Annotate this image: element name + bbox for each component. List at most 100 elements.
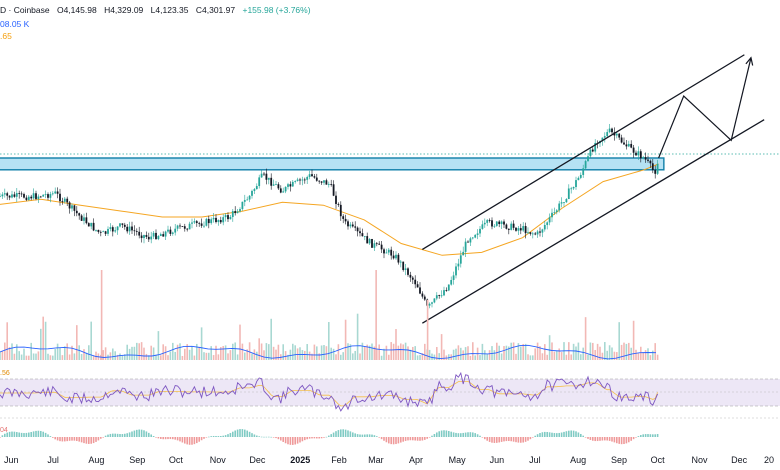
macd-bar [544,431,546,437]
x-tick-label: Dec [731,455,748,465]
volume-bar [152,347,155,360]
macd-bar [546,431,548,437]
macd-bar [280,437,282,441]
volume-bar [628,342,630,360]
volume-bar [604,342,606,360]
macd-bar [361,434,364,437]
macd-bar [56,437,59,441]
x-tick-label: Feb [331,455,347,465]
volume-bar [510,342,512,360]
candle-body [366,236,369,244]
macd-bar [433,433,436,437]
candle-body [68,202,71,209]
volume-bar [625,343,628,360]
candle-body [608,128,611,133]
candle-body [524,226,527,234]
macd-bar [592,437,594,441]
candle-body [215,217,217,223]
candle-body [623,142,625,145]
macd-bar [73,437,76,441]
macd-bar [524,437,527,442]
volume-bar [200,327,203,360]
candle-body [603,136,606,138]
candle-body [407,268,409,275]
candle-body [320,181,323,183]
volume-bar [544,344,546,360]
volume-bar [155,354,157,360]
macd-bar [356,434,359,437]
volume-bar [484,350,486,360]
volume-bar [512,342,515,360]
volume-bar [85,352,88,360]
candle-body [349,224,352,227]
macd-bar [1,435,4,437]
volume-bar [640,346,642,360]
x-tick-label: Nov [210,455,227,465]
candle-body [589,149,592,157]
macd-bar [92,437,95,444]
macd-bar [400,437,402,443]
macd-bar [30,431,32,437]
volume-bar [56,343,59,360]
volume-bar [402,344,404,360]
macd-bar [464,432,467,437]
macd-bar [628,437,630,443]
candles-layer [0,123,659,309]
volume-bar [32,353,35,360]
candle-body [342,216,345,219]
volume-bar [503,346,505,360]
volume-bar [23,348,25,360]
volume-bar [522,343,524,360]
candle-body [116,226,119,231]
candle-body [104,231,107,234]
candle-body [527,232,529,234]
candle-body [551,212,553,218]
volume-bar [496,342,498,360]
macd-bar [455,432,457,437]
candle-body [378,243,381,245]
candle-body [402,261,405,270]
candle-body [191,222,193,224]
candle-body [392,255,395,259]
candle-body [159,234,162,236]
candle-body [18,193,21,194]
macd-bar [421,437,424,441]
macd-bar [61,437,64,442]
volume-bar [244,352,246,360]
candle-body [313,176,316,178]
volume-bar [448,354,450,360]
candle-body [308,174,311,178]
x-tick-label: Aug [570,455,586,465]
macd-bar [604,437,606,441]
macd-bar [306,437,308,440]
macd-bar [503,437,505,442]
candle-body [488,220,491,221]
macd-bar [647,434,649,437]
x-tick-label: Nov [691,455,708,465]
volume-bar [464,347,467,360]
x-tick-label: Jun [4,455,19,465]
volume-bar [246,349,248,360]
macd-bar [407,437,409,441]
macd-bar [601,437,604,441]
volume-bar [196,343,198,360]
candle-body [267,177,270,180]
candle-body [25,197,28,200]
volume-bar [18,351,20,360]
volume-bar [184,348,186,360]
volume-bar [596,343,599,360]
volume-bar [116,354,119,360]
candle-body [464,241,467,252]
candle-body [265,173,268,180]
volume-bar [215,345,217,360]
volume-bar [637,353,640,360]
volume-bar [606,350,608,360]
volume-bar [172,342,174,360]
macd-bar [481,437,484,438]
macd-bar [287,437,289,445]
volume-bar [440,334,443,360]
macd-bar [608,437,611,441]
volume-bar [529,355,532,360]
candle-body [71,205,73,209]
